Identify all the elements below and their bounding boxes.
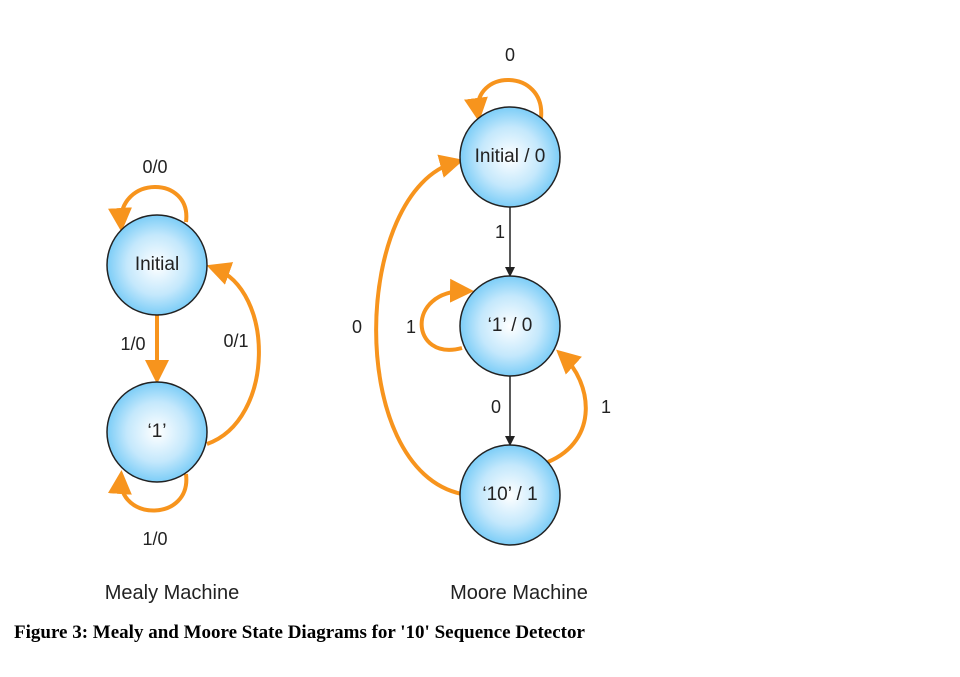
label-mealy-1-self: 1/0 bbox=[142, 529, 167, 549]
label-mealy-1-to-init: 0/1 bbox=[223, 331, 248, 351]
moore-state-1: ‘1’ / 0 bbox=[459, 275, 561, 377]
label-moore-1-to-10: 0 bbox=[491, 397, 501, 417]
moore-edge-10-to-1 bbox=[547, 349, 588, 464]
mealy-state-1: ‘1’ bbox=[106, 381, 208, 483]
svg-text:‘1’: ‘1’ bbox=[147, 421, 166, 442]
label-moore-10-to-1: 1 bbox=[601, 397, 611, 417]
mealy-caption: Mealy Machine bbox=[105, 582, 240, 604]
mealy-edge-init-self bbox=[108, 185, 189, 232]
moore-edge-10-to-init bbox=[374, 154, 464, 496]
mealy-edge-1-self bbox=[107, 470, 189, 513]
label-moore-init-self: 0 bbox=[505, 45, 515, 65]
moore-edge-1-self bbox=[419, 278, 474, 352]
svg-text:Initial / 0: Initial / 0 bbox=[475, 146, 546, 167]
moore-state-10: ‘10’ / 1 bbox=[459, 444, 561, 546]
svg-text:‘10’ / 1: ‘10’ / 1 bbox=[482, 484, 537, 505]
mealy-edge-1-to-init bbox=[206, 262, 261, 446]
label-moore-init-to-1: 1 bbox=[495, 222, 505, 242]
mealy-state-initial: Initial bbox=[106, 214, 208, 316]
moore-caption: Moore Machine bbox=[450, 582, 588, 604]
svg-text:‘1’ / 0: ‘1’ / 0 bbox=[488, 315, 533, 336]
figure-caption: Figure 3: Mealy and Moore State Diagrams… bbox=[14, 622, 585, 643]
label-moore-10-to-init: 0 bbox=[352, 317, 362, 337]
moore-edge-init-self bbox=[464, 78, 544, 122]
label-mealy-init-self: 0/0 bbox=[142, 157, 167, 177]
moore-state-initial: Initial / 0 bbox=[459, 106, 561, 208]
label-moore-1-self: 1 bbox=[406, 317, 416, 337]
svg-text:Initial: Initial bbox=[135, 254, 179, 275]
label-mealy-init-to-1: 1/0 bbox=[120, 334, 145, 354]
